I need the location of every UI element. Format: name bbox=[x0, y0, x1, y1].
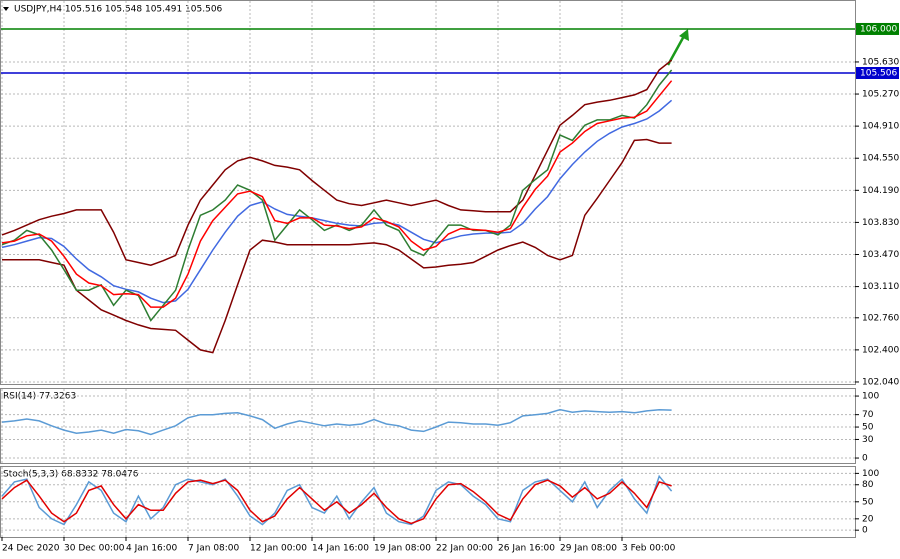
rsi-frame bbox=[0, 388, 856, 464]
y-tick-label: 103.830 bbox=[862, 218, 899, 228]
y-tick-label: 104.910 bbox=[862, 122, 899, 132]
x-tick-label: 7 Jan 08:00 bbox=[188, 544, 240, 554]
level-tag bbox=[856, 22, 899, 35]
x-tick-label: 22 Jan 00:00 bbox=[436, 544, 493, 554]
x-tick-label: 29 Jan 08:00 bbox=[560, 544, 617, 554]
y-tick-label: 100 bbox=[862, 392, 879, 402]
y-tick-label: 50 bbox=[862, 423, 874, 433]
series-line bbox=[1, 59, 673, 266]
y-tick-label: 100 bbox=[862, 469, 879, 479]
y-tick-label: 80 bbox=[862, 480, 874, 490]
x-tick-label: 30 Dec 00:00 bbox=[64, 544, 125, 554]
y-tick-label: 50 bbox=[862, 497, 874, 507]
y-tick-label: 102.760 bbox=[862, 313, 899, 323]
series-line bbox=[1, 408, 672, 436]
chart-title: USDJPY,H4 105.516 105.548 105.491 105.50… bbox=[14, 5, 223, 15]
y-tick-label: 30 bbox=[862, 435, 874, 445]
x-tick-label: 24 Dec 2020 bbox=[2, 544, 60, 554]
series-line bbox=[1, 80, 673, 308]
x-tick-label: 3 Feb 00:00 bbox=[622, 544, 676, 554]
rsi-title: RSI(14) 77.3263 bbox=[3, 392, 76, 402]
series-line bbox=[1, 99, 673, 304]
y-tick-label: 104.550 bbox=[862, 154, 899, 164]
y-tick-label: 103.110 bbox=[862, 282, 899, 292]
x-tick-label: 4 Jan 16:00 bbox=[126, 544, 178, 554]
main-frame bbox=[0, 0, 856, 385]
x-tick-label: 26 Jan 16:00 bbox=[498, 544, 555, 554]
y-tick-label: 20 bbox=[862, 514, 874, 524]
x-tick-label: 14 Jan 16:00 bbox=[312, 544, 369, 554]
y-tick-label: 70 bbox=[862, 410, 874, 420]
level-tag bbox=[856, 67, 899, 80]
x-tick-label: 19 Jan 08:00 bbox=[374, 544, 431, 554]
series-line bbox=[1, 69, 673, 322]
y-tick-label: 0 bbox=[862, 454, 868, 464]
series-line bbox=[2, 138, 672, 354]
stoch-title: Stoch(5,3,3) 68.8332 78.0476 bbox=[3, 470, 139, 480]
y-tick-label: 102.400 bbox=[862, 345, 899, 355]
series-line bbox=[1, 474, 673, 526]
y-tick-label: 103.470 bbox=[862, 250, 899, 260]
y-tick-label: 105.270 bbox=[862, 90, 899, 100]
series-line bbox=[1, 479, 672, 525]
x-tick-label: 12 Jan 00:00 bbox=[250, 544, 307, 554]
menu-arrow bbox=[3, 7, 9, 11]
y-tick-label: 102.040 bbox=[862, 377, 899, 387]
y-tick-label: 104.190 bbox=[862, 186, 899, 196]
level-label: 105.506 bbox=[860, 69, 897, 79]
y-tick-label: 0 bbox=[862, 526, 868, 536]
y-tick-label: 105.630 bbox=[862, 57, 899, 67]
trend-arrow-head bbox=[679, 29, 689, 41]
level-label: 106.000 bbox=[860, 24, 897, 34]
